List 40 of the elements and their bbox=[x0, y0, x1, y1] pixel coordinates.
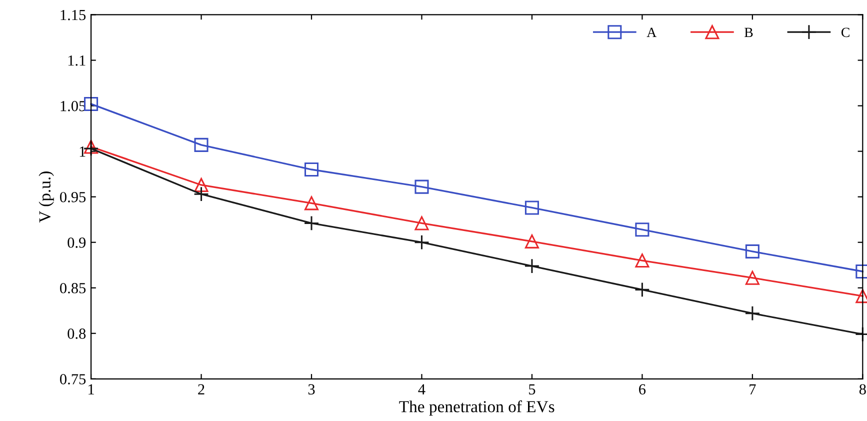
x-tick-label: 7 bbox=[750, 384, 756, 394]
y-tick-label: 0.85 bbox=[60, 283, 86, 294]
point bbox=[304, 162, 319, 177]
point bbox=[634, 282, 650, 298]
point bbox=[635, 222, 650, 237]
point bbox=[414, 216, 429, 230]
x-tick-label: 4 bbox=[418, 384, 426, 394]
y-tick-label: 0.9 bbox=[68, 237, 86, 248]
point bbox=[194, 178, 208, 192]
x-tick-label: 8 bbox=[859, 384, 866, 395]
point bbox=[84, 96, 98, 111]
x-tick-label: 3 bbox=[308, 384, 315, 395]
point bbox=[194, 186, 209, 202]
legend-label: C bbox=[841, 28, 850, 38]
y-axis-title: V (p.u.) bbox=[38, 172, 54, 223]
x-tick-label: 6 bbox=[639, 384, 646, 395]
y-tick-label: 1 bbox=[80, 146, 86, 157]
legend-label: A bbox=[646, 28, 657, 37]
point bbox=[414, 234, 430, 250]
point bbox=[304, 196, 319, 210]
legend-label: B bbox=[744, 28, 753, 37]
x-tick-label: 1 bbox=[88, 384, 94, 394]
point bbox=[414, 180, 429, 194]
point bbox=[524, 200, 539, 215]
point bbox=[635, 254, 650, 268]
x-tick-label: 5 bbox=[529, 384, 536, 395]
x-tick-label: 2 bbox=[198, 384, 204, 394]
point bbox=[524, 234, 539, 248]
point bbox=[745, 270, 760, 285]
y-tick-label: 0.75 bbox=[60, 374, 86, 384]
point bbox=[304, 216, 320, 231]
y-tick-label: 1.15 bbox=[60, 10, 86, 20]
y-tick-label: 0.95 bbox=[60, 192, 86, 202]
point bbox=[194, 138, 208, 152]
point bbox=[744, 306, 760, 322]
y-tick-label: 0.8 bbox=[68, 328, 86, 339]
point bbox=[524, 258, 540, 274]
y-tick-label: 1.1 bbox=[68, 55, 86, 66]
point bbox=[745, 244, 760, 258]
x-axis-title: The penetration of EVs bbox=[399, 400, 554, 416]
